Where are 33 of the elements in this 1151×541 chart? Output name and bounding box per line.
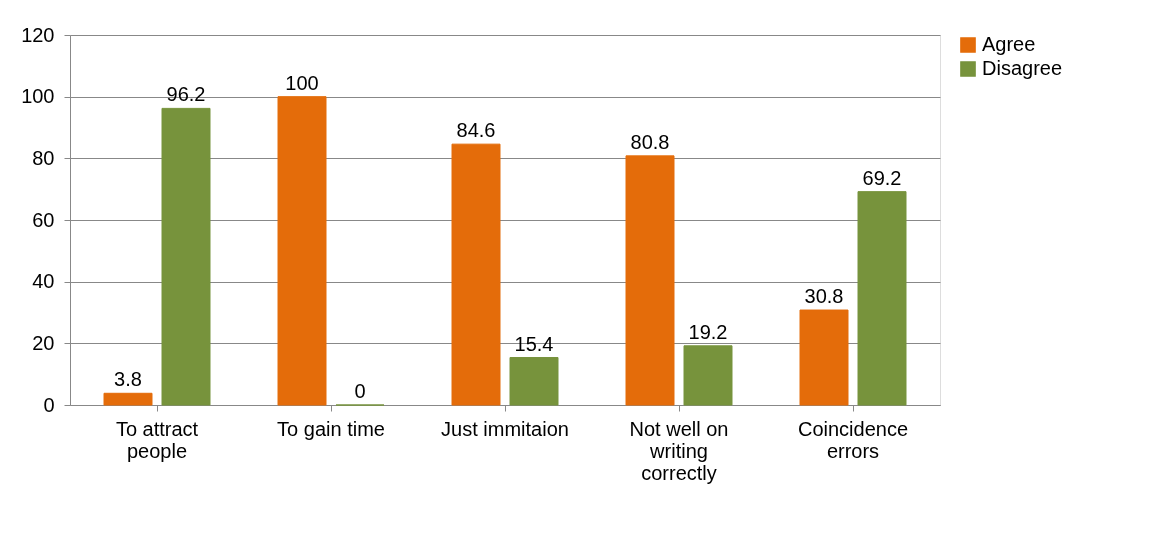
bar <box>161 107 211 406</box>
data-label: 96.2 <box>166 83 206 106</box>
data-label: 69.2 <box>862 166 902 189</box>
bar <box>857 191 907 406</box>
data-label: 19.2 <box>688 320 728 343</box>
data-label: 30.8 <box>804 285 844 308</box>
x-tick-label: To gain time <box>277 417 385 440</box>
bar <box>451 143 501 406</box>
legend-label: Agree <box>982 33 1036 55</box>
data-label: 15.4 <box>514 332 554 355</box>
y-tick-label: 120 <box>21 23 55 46</box>
y-tick-label: 0 <box>43 393 55 416</box>
x-tick-label: Not well on writing correctly <box>629 417 729 484</box>
data-label: 3.8 <box>114 368 142 391</box>
data-label: 80.8 <box>630 130 670 153</box>
data-label: 0 <box>354 380 366 402</box>
y-tick-label: 80 <box>32 146 55 169</box>
y-tick-label: 60 <box>32 208 55 231</box>
x-tick-label: Coincidence errors <box>797 417 909 462</box>
bar <box>509 357 559 406</box>
bar <box>277 96 327 406</box>
x-tick-label: Just immitaion <box>441 417 569 440</box>
bar <box>799 309 849 406</box>
legend-label: Disagree <box>982 57 1063 79</box>
y-tick-label: 100 <box>21 85 55 108</box>
x-tick-label: To attract people <box>115 417 199 462</box>
y-tick-label: 20 <box>32 331 55 354</box>
bar <box>625 155 675 406</box>
data-label: 100 <box>285 71 319 94</box>
data-label: 84.6 <box>456 119 496 142</box>
y-tick-label: 40 <box>32 270 55 293</box>
bar <box>103 392 153 406</box>
bar <box>683 345 733 406</box>
